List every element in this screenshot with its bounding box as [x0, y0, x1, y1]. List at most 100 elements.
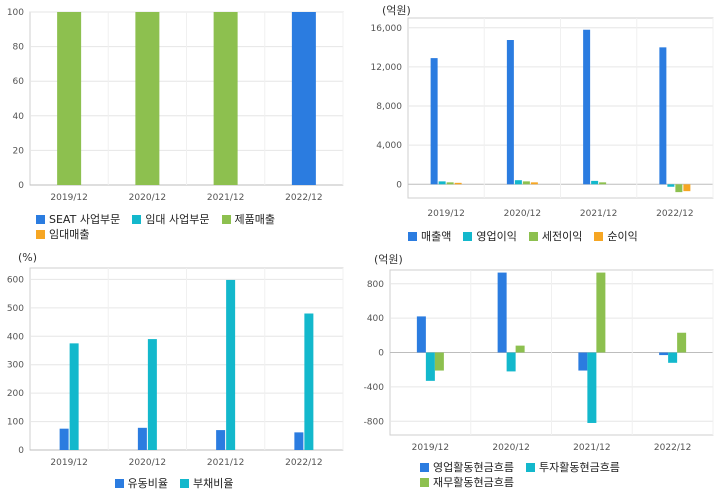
y-tick-label: 40 — [13, 112, 25, 122]
y-tick-label: 400 — [367, 314, 384, 324]
legend-item: 투자활동현금흐름 — [525, 460, 620, 475]
y-tick-label: 0 — [378, 349, 384, 359]
legend-item: 매출액 — [408, 229, 451, 244]
y-tick-label: 500 — [7, 304, 24, 314]
chart3-legend: 유동비율 부채비율 — [0, 476, 360, 491]
chart2-legend: 매출액 영업이익 세전이익 순이익 — [408, 229, 708, 244]
chart2-unit-label: (억원) — [382, 4, 411, 17]
y-tick-label: 100 — [7, 418, 24, 428]
x-tick-label: 2019/12 — [50, 193, 87, 203]
bar — [416, 316, 426, 353]
y-tick-label: 16,000 — [371, 24, 403, 34]
legend-item: 영업이익 — [463, 229, 517, 244]
legend-label: 유동비율 — [127, 477, 168, 490]
y-tick-label: 0 — [396, 180, 402, 190]
legend-label: 매출액 — [421, 230, 452, 243]
legend-label: 영업이익 — [476, 230, 517, 243]
legend-item: 재무활동현금흐름 — [420, 475, 514, 490]
legend-swatch — [420, 463, 429, 472]
legend-label: 재무활동현금흐름 — [433, 476, 514, 489]
bar — [304, 313, 314, 450]
legend-swatch — [408, 232, 417, 241]
x-tick-label: 2022/12 — [285, 193, 322, 203]
bar — [578, 352, 588, 371]
y-tick-label: 80 — [13, 43, 25, 53]
x-tick-label: 2019/12 — [412, 443, 449, 453]
x-tick-label: 2020/12 — [492, 443, 529, 453]
bar — [587, 352, 597, 423]
bar — [213, 12, 238, 185]
bar — [530, 182, 538, 185]
y-tick-label: 100 — [7, 8, 24, 18]
legend-swatch — [594, 232, 604, 241]
bar — [659, 47, 667, 185]
cashflow-chart: -800 -400 0 400 800 2019/12 2020/12 2021/12 2022… — [364, 269, 714, 453]
y-tick-label: 400 — [7, 332, 24, 342]
bar — [677, 332, 687, 353]
bar — [683, 184, 691, 192]
bar — [294, 432, 304, 450]
legend-item: 임대 사업부문 — [132, 212, 210, 227]
legend-swatch — [132, 215, 142, 224]
bar — [497, 272, 507, 353]
bar — [446, 182, 454, 185]
legend-label: 임대 사업부문 — [145, 213, 210, 226]
legend-label: 임대매출 — [49, 228, 90, 241]
bar — [675, 184, 683, 193]
bar — [430, 58, 438, 185]
bar — [137, 427, 147, 450]
x-tick-label: 2020/12 — [504, 209, 541, 219]
chart3-unit-label: (%) — [18, 251, 38, 264]
y-tick-label: 800 — [367, 280, 384, 290]
y-tick-label: -400 — [364, 383, 385, 393]
y-tick-label: 0 — [18, 446, 24, 456]
legend-label: 제품매출 — [234, 213, 276, 226]
y-tick-label: 0 — [18, 181, 24, 191]
legend-swatch — [180, 479, 189, 488]
bar — [591, 180, 599, 185]
legend-label: 세전이익 — [541, 230, 583, 243]
legend-swatch — [525, 463, 535, 472]
bar — [522, 181, 530, 185]
y-tick-label: 60 — [13, 77, 25, 87]
chart1-legend: SEAT 사업부문 임대 사업부문 제품매출임대매출 — [36, 212, 336, 242]
bar — [506, 352, 516, 372]
legend-label: 순이익 — [607, 230, 638, 243]
bar — [583, 29, 591, 185]
x-tick-label: 2020/12 — [129, 193, 166, 203]
x-tick-label: 2022/12 — [285, 458, 322, 468]
x-tick-label: 2021/12 — [207, 458, 244, 468]
legend-item: 제품매출 — [221, 212, 276, 227]
x-tick-label: 2022/12 — [656, 209, 693, 219]
legend-item: 영업활동현금흐름 — [420, 460, 514, 475]
chart4-unit-label: (억원) — [374, 253, 403, 266]
bar — [596, 272, 606, 353]
bar — [69, 343, 79, 450]
chart4-legend: 영업활동현금흐름 투자활동현금흐름재무활동현금흐름 — [420, 460, 680, 490]
bar — [434, 352, 444, 371]
y-tick-label: 200 — [7, 389, 24, 399]
legend-item: SEAT 사업부문 — [36, 212, 120, 227]
legend-item: 임대매출 — [36, 227, 89, 242]
legend-label: 부채비율 — [193, 477, 234, 490]
sales-composition-chart: 0 20 40 60 80 100 2019/12 2020/12 2021/12 2022/12 — [7, 8, 344, 203]
bar — [659, 352, 669, 356]
ratio-chart: 0 100 200 300 400 500 600 2019/12 2020/12 2021/12… — [7, 267, 344, 468]
bar — [135, 12, 160, 185]
x-tick-label: 2022/12 — [654, 443, 691, 453]
x-tick-label: 2021/12 — [573, 443, 610, 453]
legend-item: 부채비율 — [180, 476, 233, 491]
y-tick-label: 300 — [7, 361, 24, 371]
legend-swatch — [36, 215, 45, 224]
legend-swatch — [221, 215, 231, 224]
legend-swatch — [420, 478, 429, 487]
revenue-profit-chart: 0 4,000 8,000 12,000 16,000 2019/12 2020/12 202… — [371, 17, 714, 219]
bar — [57, 12, 82, 185]
legend-swatch — [114, 479, 124, 488]
bar — [438, 181, 446, 185]
y-tick-label: 8,000 — [376, 102, 402, 112]
legend-swatch — [463, 232, 473, 241]
y-tick-label: 12,000 — [371, 63, 403, 73]
bar — [425, 352, 435, 381]
